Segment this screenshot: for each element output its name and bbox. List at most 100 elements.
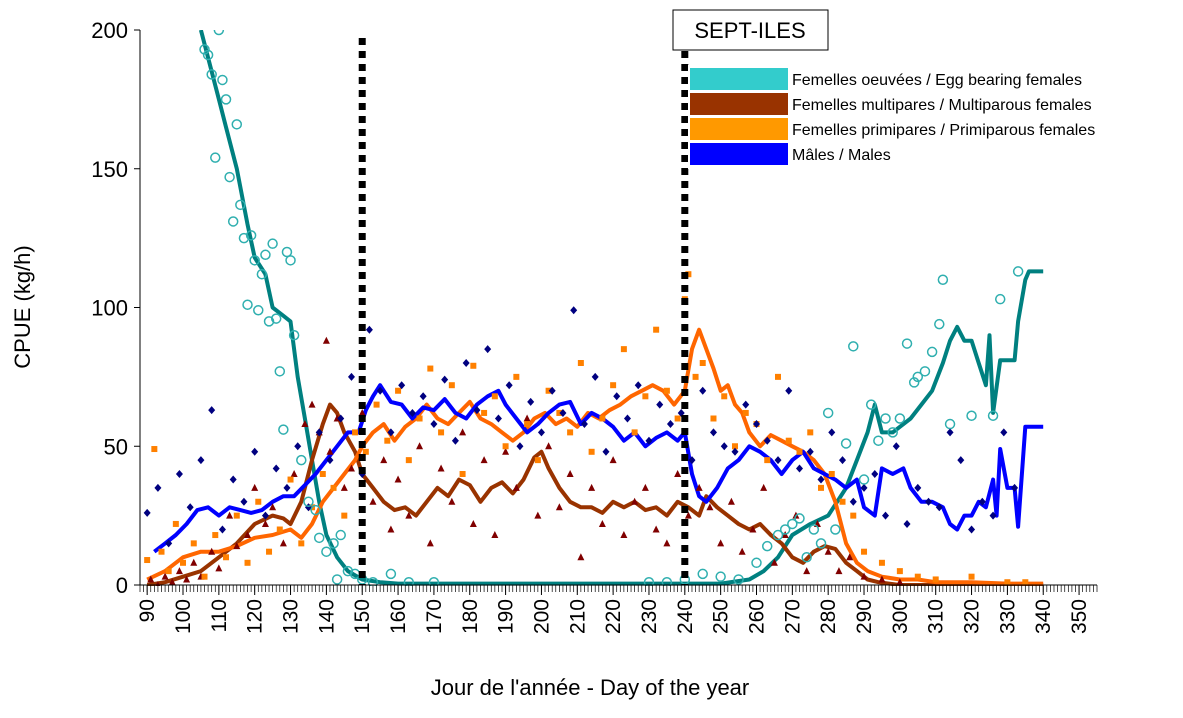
point xyxy=(968,573,975,580)
point xyxy=(896,578,904,586)
point xyxy=(394,475,402,483)
point xyxy=(602,447,610,456)
point xyxy=(840,438,852,449)
point xyxy=(288,330,300,341)
point xyxy=(238,232,250,244)
point xyxy=(727,497,735,505)
point xyxy=(878,575,886,583)
point xyxy=(685,271,692,278)
point xyxy=(358,408,366,416)
point xyxy=(830,524,841,535)
point xyxy=(223,554,230,561)
point xyxy=(294,442,302,451)
point xyxy=(197,456,205,465)
point xyxy=(796,448,803,455)
point xyxy=(803,567,811,575)
point xyxy=(240,497,248,506)
point xyxy=(326,456,334,465)
point xyxy=(567,429,574,436)
point xyxy=(674,470,682,477)
point xyxy=(882,511,890,520)
point xyxy=(224,171,235,183)
point xyxy=(566,470,574,477)
point xyxy=(261,519,269,527)
point xyxy=(279,539,287,547)
point xyxy=(577,360,584,366)
point xyxy=(168,578,176,586)
point xyxy=(806,447,814,456)
point xyxy=(347,372,355,381)
point xyxy=(835,567,843,575)
point xyxy=(752,420,760,429)
point xyxy=(731,447,739,456)
point xyxy=(641,483,649,491)
point xyxy=(340,483,348,491)
point xyxy=(313,532,325,544)
point xyxy=(588,448,595,455)
point xyxy=(865,399,877,410)
point xyxy=(663,539,671,547)
point xyxy=(828,471,835,477)
point xyxy=(331,574,343,585)
point xyxy=(481,409,488,416)
point xyxy=(871,470,879,478)
point xyxy=(505,381,513,390)
point xyxy=(801,552,812,563)
point xyxy=(894,413,906,424)
point xyxy=(249,255,260,266)
point xyxy=(692,373,699,380)
point xyxy=(303,496,314,507)
axes: 0 50 100 150 200 90 100 110 120 130 140 150 160 170 18… xyxy=(91,18,1098,634)
point xyxy=(599,415,606,422)
point xyxy=(559,408,567,417)
point xyxy=(774,456,782,465)
point xyxy=(733,574,744,585)
point xyxy=(914,483,922,492)
series-line xyxy=(146,402,1044,586)
legend: Femelles oeuvées / Egg bearing females Fe… xyxy=(688,65,1097,169)
point xyxy=(925,497,933,506)
point xyxy=(315,428,323,437)
point xyxy=(494,414,502,423)
point xyxy=(932,576,939,583)
point xyxy=(887,427,898,438)
series-line xyxy=(198,30,1044,586)
point xyxy=(684,511,692,519)
point xyxy=(459,428,467,436)
point xyxy=(850,512,857,519)
x-tick-label: 90 xyxy=(136,599,159,622)
point xyxy=(326,447,334,455)
point xyxy=(337,414,345,423)
point xyxy=(645,436,653,445)
point xyxy=(269,503,277,511)
point xyxy=(808,524,820,535)
point xyxy=(908,377,920,388)
point xyxy=(256,268,268,280)
point xyxy=(469,519,477,527)
point xyxy=(260,249,271,261)
x-tick-label: 340 xyxy=(1032,599,1055,634)
point xyxy=(919,366,931,377)
point xyxy=(462,359,470,367)
point xyxy=(448,382,455,389)
point xyxy=(818,484,825,491)
point xyxy=(598,519,606,527)
point xyxy=(588,483,596,491)
point xyxy=(206,69,217,80)
point xyxy=(513,373,520,380)
legend-label: Femelles primipares / Primiparous female… xyxy=(792,122,1095,139)
point xyxy=(385,568,397,580)
point xyxy=(912,371,924,383)
point xyxy=(226,511,234,519)
x-tick-label: 270 xyxy=(781,599,804,634)
point xyxy=(270,313,282,324)
x-tick-label: 260 xyxy=(745,599,768,634)
point xyxy=(892,442,900,451)
point xyxy=(738,547,746,555)
point xyxy=(709,428,717,437)
point xyxy=(580,420,588,429)
point xyxy=(787,518,798,530)
point xyxy=(172,520,179,527)
point xyxy=(328,538,339,549)
